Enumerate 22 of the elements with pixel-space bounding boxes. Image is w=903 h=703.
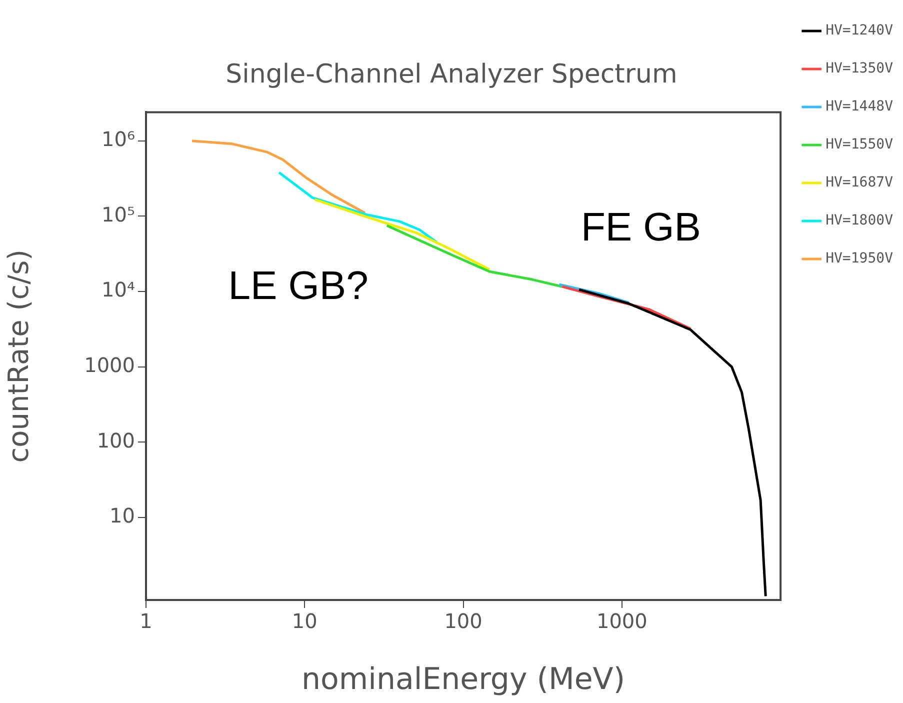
legend-label: HV=1448V [826,98,894,115]
y-axis-title: countRate (c/s) [2,249,36,463]
legend-label: HV=1950V [826,250,894,267]
y-tick-label: 10 [110,504,135,528]
legend-label: HV=1687V [826,174,894,191]
x-tick-label: 1 [140,609,152,634]
annotation: LE GB? [228,264,368,308]
x-tick-label: 1000 [596,609,648,634]
legend-label: HV=1550V [826,136,894,153]
y-tick-label: 10⁴ [102,278,135,302]
legend-label: HV=1350V [826,60,894,77]
y-tick-label: 10⁶ [102,127,135,152]
y-tick-label: 100 [96,428,135,452]
x-axis-title: nominalEnergy (MeV) [302,662,626,697]
chart-title: Single-Channel Analyzer Spectrum [226,59,678,90]
legend-label: HV=1240V [826,22,894,39]
x-tick-label: 100 [444,609,482,634]
x-tick-label: 10 [292,609,318,634]
legend-label: HV=1800V [826,212,894,229]
annotation: FE GB [580,205,701,250]
y-tick-label: 1000 [84,352,135,377]
y-tick-label: 10⁵ [102,202,135,226]
